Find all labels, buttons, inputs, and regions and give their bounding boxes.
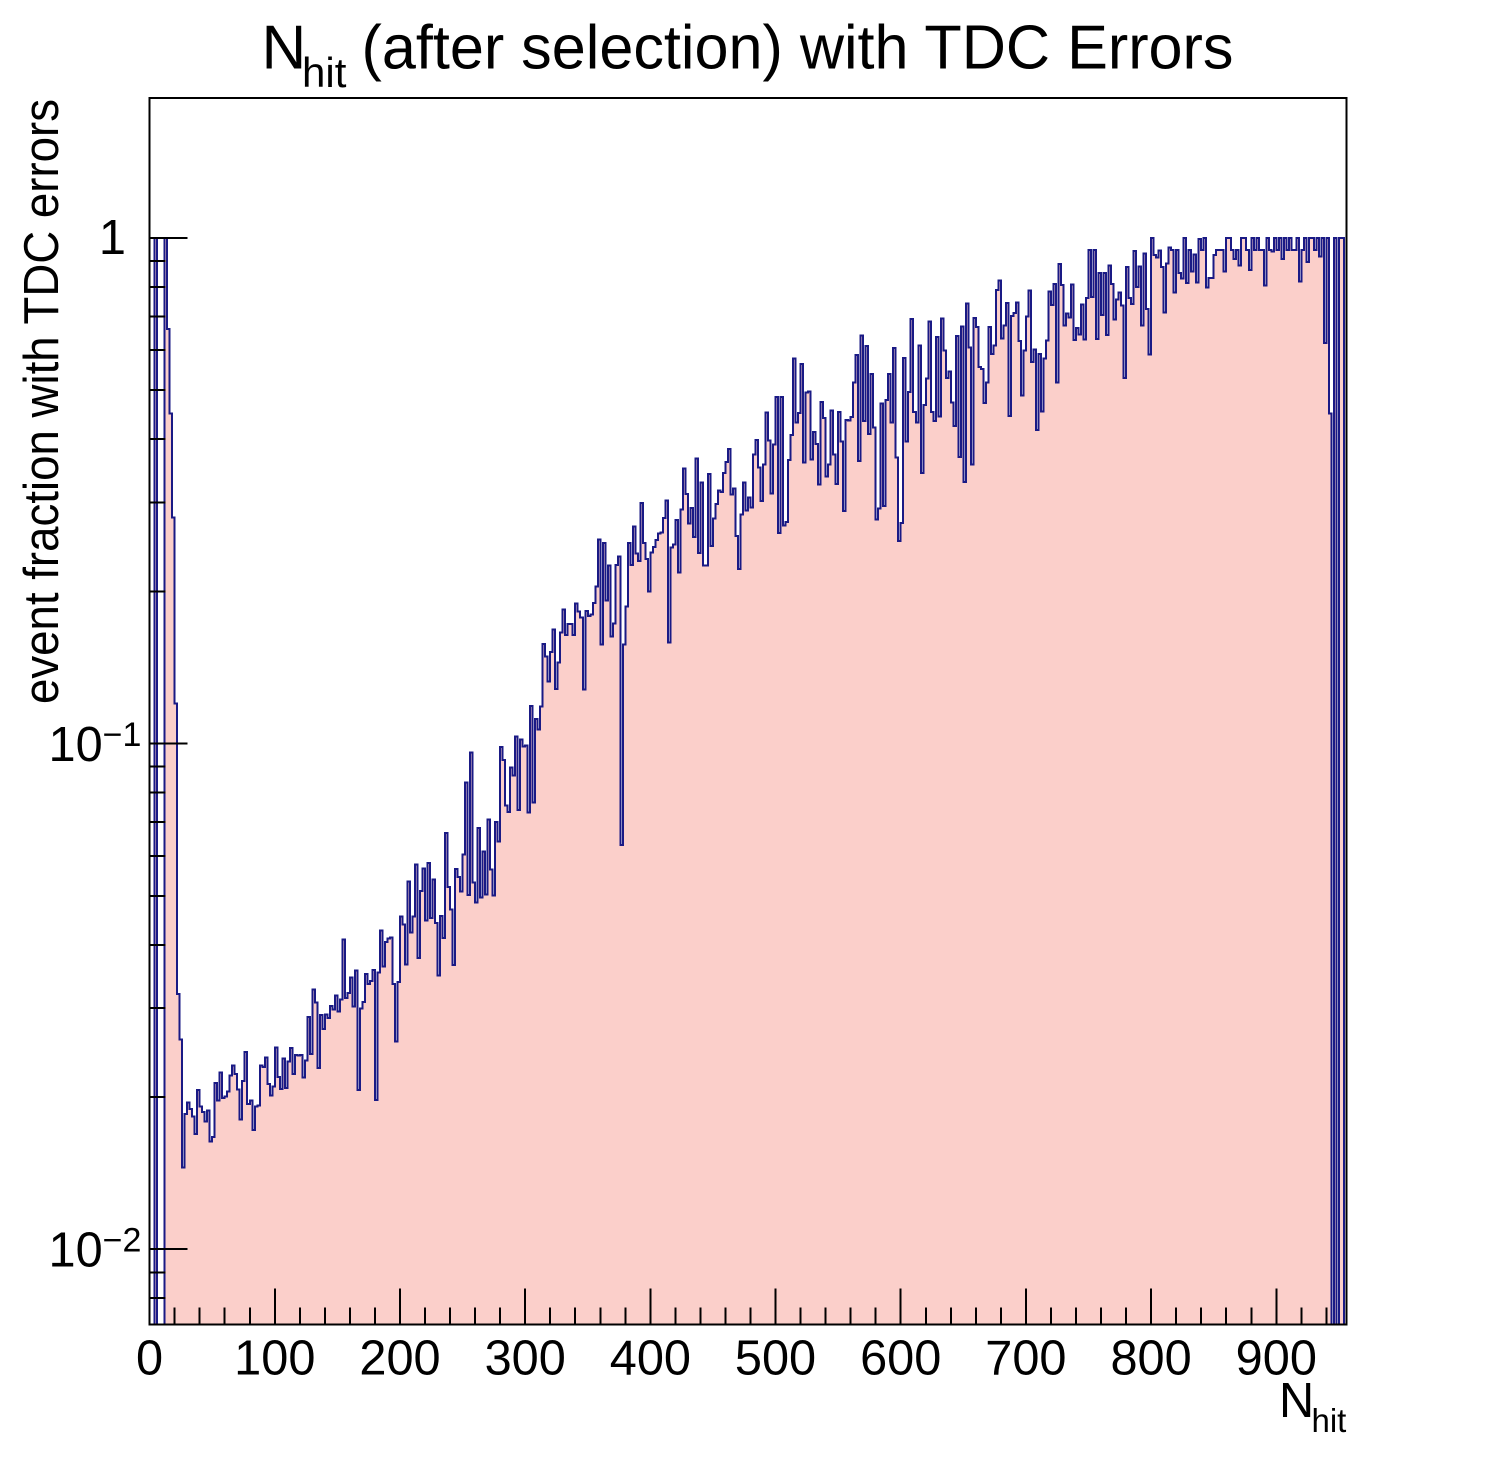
svg-text:300: 300 [485,1332,566,1386]
svg-text:900: 900 [1236,1332,1317,1386]
svg-text:0: 0 [136,1332,163,1386]
svg-text:hit: hit [302,49,347,96]
svg-text:600: 600 [860,1332,941,1386]
svg-text:1: 1 [99,211,126,265]
svg-text:400: 400 [610,1332,691,1386]
svg-text:100: 100 [234,1332,315,1386]
svg-text:(after selection) with TDC Err: (after selection) with TDC Errors [362,13,1234,82]
svg-text:N: N [262,13,307,82]
svg-text:event fraction with TDC errors: event fraction with TDC errors [15,99,69,704]
svg-text:200: 200 [359,1332,440,1386]
svg-text:800: 800 [1110,1332,1191,1386]
svg-text:700: 700 [985,1332,1066,1386]
svg-text:500: 500 [735,1332,816,1386]
svg-text:hit: hit [1312,1402,1347,1439]
svg-text:N: N [1279,1374,1314,1428]
